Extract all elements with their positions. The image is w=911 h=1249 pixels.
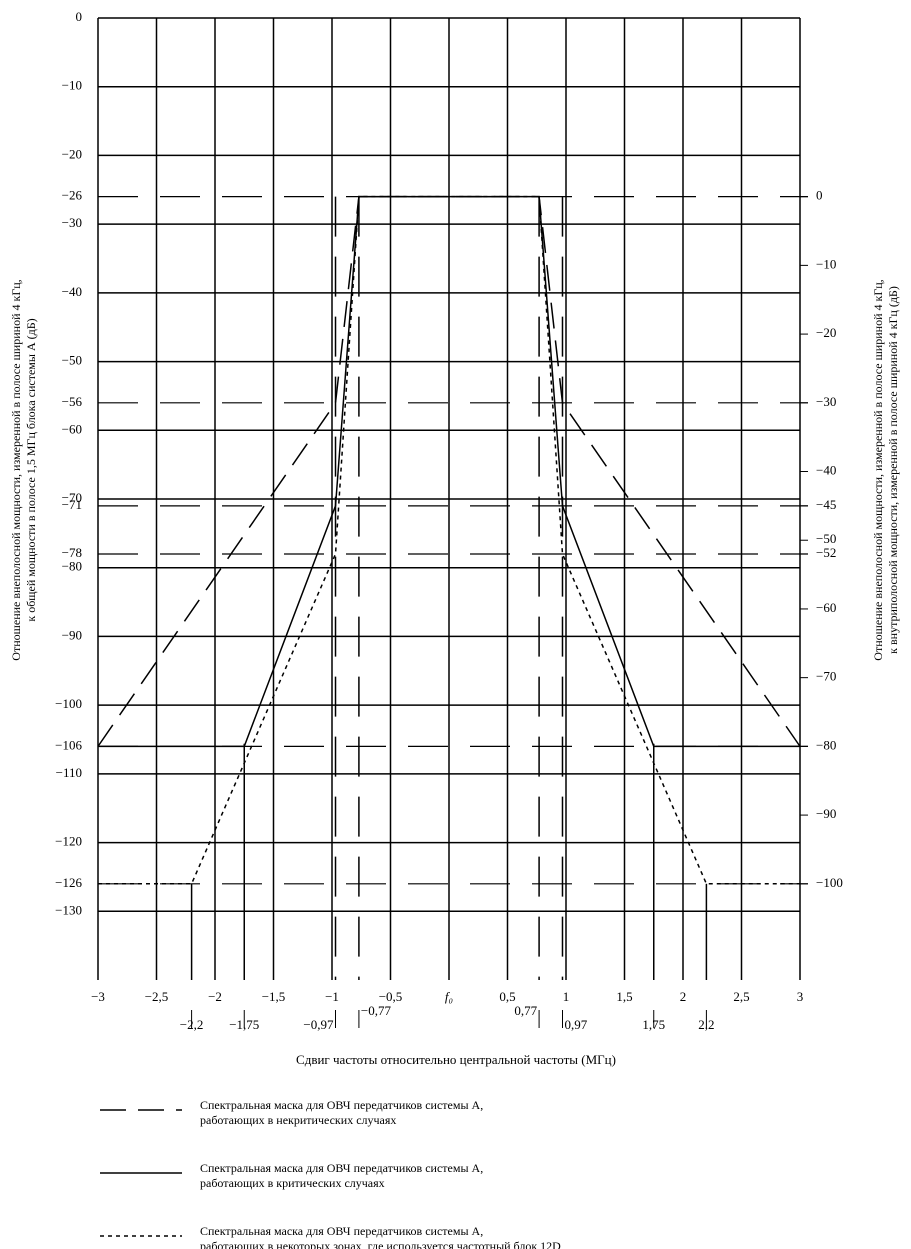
mask-line: [98, 195, 800, 885]
y-tick-label: −71: [62, 497, 82, 512]
x-tick-label: −1,5: [262, 989, 286, 1004]
x2-tick-label: 0,97: [564, 1017, 587, 1032]
x-tick-label: 2: [680, 989, 687, 1004]
x-tick-label: 0,5: [499, 989, 515, 1004]
y-tick-label: −130: [55, 902, 82, 917]
x-tick-label: f₀: [445, 989, 453, 1004]
x-tick-label: −2: [208, 989, 222, 1004]
y2-tick-label: −40: [816, 462, 836, 477]
x-tick-label: −2,5: [145, 989, 169, 1004]
y-tick-label: −60: [62, 421, 82, 436]
x2-tick-label: −0,77: [361, 1003, 392, 1018]
x-tick-label: −1: [325, 989, 339, 1004]
y2-tick-label: −60: [816, 600, 836, 615]
y-tick-label: −80: [62, 559, 82, 574]
x2-tick-label: 2,2: [698, 1017, 714, 1032]
y-tick-label: −106: [55, 737, 82, 752]
x2-tick-label: −0,97: [303, 1017, 334, 1032]
y-tick-label: −100: [55, 696, 82, 711]
y2-tick-label: −90: [816, 806, 836, 821]
y-tick-label: −40: [62, 284, 82, 299]
y-tick-label: 0: [76, 9, 83, 24]
y2-tick-label: 0: [816, 188, 823, 203]
y2-tick-label: −50: [816, 531, 836, 546]
x-tick-label: 2,5: [733, 989, 749, 1004]
y-tick-label: −120: [55, 834, 82, 849]
legend-entry: Спектральная маска для ОВЧ передатчиков …: [200, 1098, 484, 1127]
x-tick-label: 3: [797, 989, 804, 1004]
y2-tick-label: −30: [816, 394, 836, 409]
x-axis-label: Сдвиг частоты относительно центральной ч…: [296, 1052, 616, 1067]
y2-tick-label: −52: [816, 545, 836, 560]
y-tick-label: −110: [56, 765, 82, 780]
x-tick-label: −0,5: [379, 989, 403, 1004]
y-tick-label: −30: [62, 215, 82, 230]
x2-tick-label: −1,75: [229, 1017, 259, 1032]
x2-tick-label: −2,2: [180, 1017, 204, 1032]
y-tick-label: −56: [62, 394, 83, 409]
x2-tick-label: 1,75: [642, 1017, 665, 1032]
legend-entry: Спектральная маска для ОВЧ передатчиков …: [200, 1161, 484, 1190]
mask-line: [97, 195, 801, 747]
mask-line: [98, 195, 800, 748]
y-tick-label: −126: [55, 875, 82, 890]
legend-entry: Спектральная маска для ОВЧ передатчиков …: [200, 1224, 561, 1249]
x-tick-label: 1: [563, 989, 570, 1004]
y2-tick-label: −80: [816, 737, 836, 752]
y2-axis-label: Отношение внеполосной мощности, измеренн…: [871, 279, 900, 661]
y2-tick-label: −45: [816, 497, 836, 512]
y2-tick-label: −70: [816, 669, 836, 684]
y-axis-label: Отношение внеполосной мощности, измеренн…: [9, 279, 38, 661]
y-tick-label: −70: [62, 490, 82, 505]
y-tick-label: −50: [62, 353, 82, 368]
y-tick-label: −90: [62, 627, 82, 642]
x-tick-label: −3: [91, 989, 105, 1004]
y-tick-label: −20: [62, 146, 82, 161]
x2-tick-label: 0,77: [514, 1003, 537, 1018]
y-tick-label: −26: [62, 188, 83, 203]
y-tick-label: −78: [62, 545, 82, 560]
y2-tick-label: −100: [816, 875, 843, 890]
y-tick-label: −10: [62, 78, 82, 93]
x-tick-label: 1,5: [616, 989, 632, 1004]
y2-tick-label: −10: [816, 256, 836, 271]
y2-tick-label: −20: [816, 325, 836, 340]
